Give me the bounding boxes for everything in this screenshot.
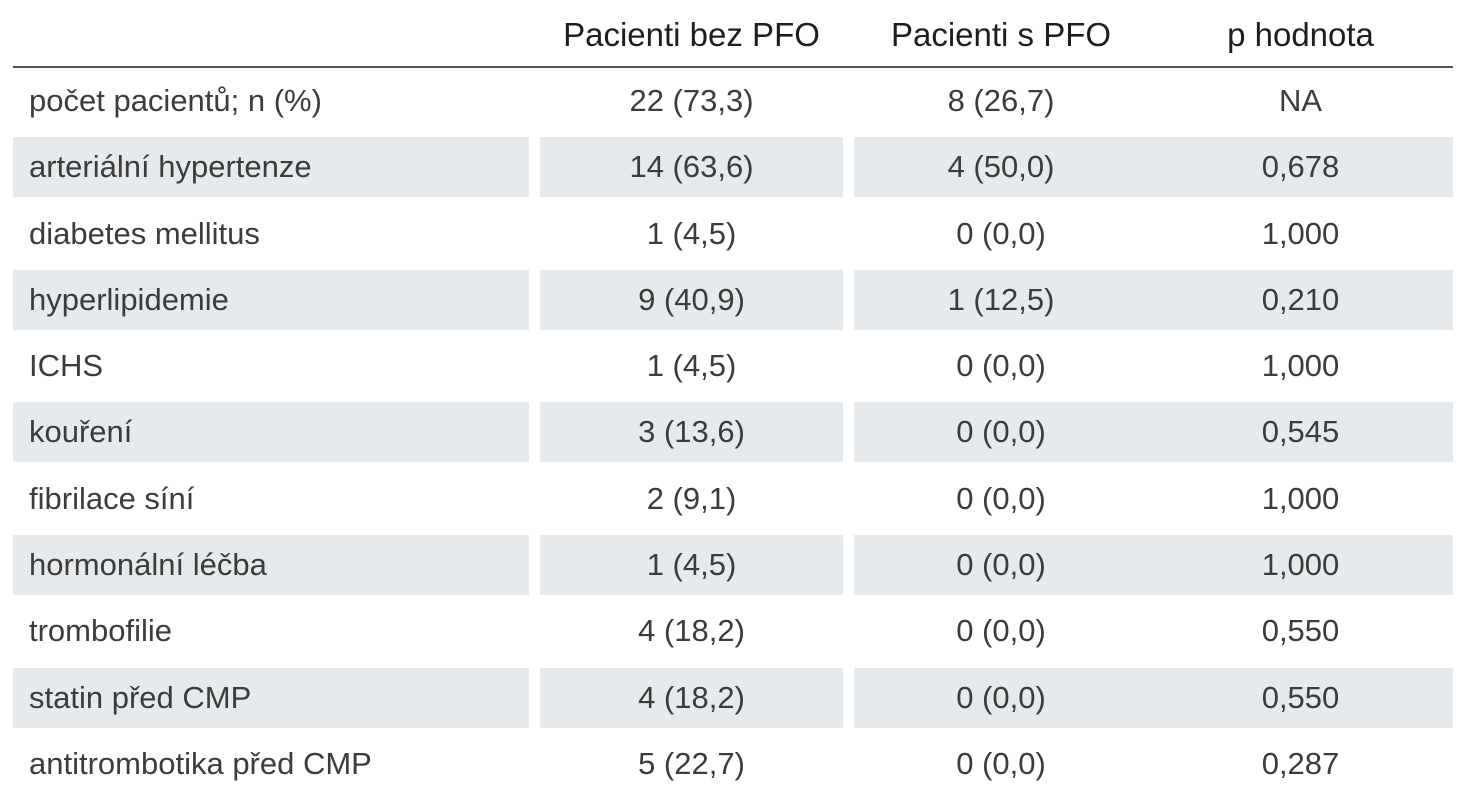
- cell-p-value: 0,678: [1148, 137, 1453, 198]
- cell-no-pfo: 5 (22,7): [638, 745, 745, 781]
- cell-pfo: 4 (50,0): [854, 137, 1148, 198]
- header-no-pfo: Pacienti bez PFO: [563, 16, 820, 53]
- cell-no-pfo: 2 (9,1): [646, 480, 737, 516]
- row-label: fibrilace síní: [29, 480, 195, 516]
- cell-pfo: 0 (0,0): [854, 402, 1148, 463]
- cell-p-value: 1,000: [1148, 535, 1453, 596]
- table-row: počet pacientů; n (%) 22 (73,3) 8 (26,7)…: [13, 68, 1453, 134]
- cell-p-value: 0,550: [1148, 667, 1453, 728]
- cell-no-pfo: 14 (63,6): [540, 137, 843, 198]
- row-label: statin před CMP: [13, 667, 529, 728]
- table-row: antitrombotika před CMP 5 (22,7) 0 (0,0)…: [13, 731, 1453, 797]
- table-row: trombofilie 4 (18,2) 0 (0,0) 0,550: [13, 598, 1453, 664]
- cell-pfo: 0 (0,0): [956, 480, 1046, 516]
- table-row: kouření 3 (13,6) 0 (0,0) 0,545: [13, 399, 1453, 465]
- cell-p-value: 1,000: [1261, 480, 1340, 516]
- cell-p-value: 0,550: [1261, 613, 1340, 649]
- table-row: fibrilace síní 2 (9,1) 0 (0,0) 1,000: [13, 466, 1453, 532]
- table-row: arteriální hypertenze 14 (63,6) 4 (50,0)…: [13, 134, 1453, 200]
- cell-pfo: 1 (12,5): [854, 269, 1148, 330]
- row-label: antitrombotika před CMP: [29, 745, 372, 781]
- cell-no-pfo: 3 (13,6): [540, 402, 843, 463]
- row-label: hyperlipidemie: [13, 269, 529, 330]
- cell-p-value: 0,287: [1261, 745, 1340, 781]
- cell-pfo: 0 (0,0): [854, 535, 1148, 596]
- cell-p-value: NA: [1278, 83, 1323, 118]
- table-row: statin před CMP 4 (18,2) 0 (0,0) 0,550: [13, 665, 1453, 731]
- row-label: diabetes mellitus: [29, 215, 260, 251]
- cell-no-pfo: 9 (40,9): [540, 269, 843, 330]
- cell-no-pfo: 22 (73,3): [629, 83, 754, 118]
- cell-pfo: 0 (0,0): [956, 348, 1046, 384]
- cell-no-pfo: 4 (18,2): [540, 667, 843, 728]
- table-row: diabetes mellitus 1 (4,5) 0 (0,0) 1,000: [13, 201, 1453, 267]
- cell-pfo: 0 (0,0): [956, 215, 1046, 251]
- row-label: trombofilie: [29, 613, 172, 649]
- row-label: kouření: [13, 402, 529, 463]
- cell-pfo: 0 (0,0): [854, 667, 1148, 728]
- table-row: hormonální léčba 1 (4,5) 0 (0,0) 1,000: [13, 532, 1453, 598]
- row-label: ICHS: [29, 348, 104, 384]
- row-label: arteriální hypertenze: [13, 137, 529, 198]
- cell-no-pfo: 4 (18,2): [638, 613, 745, 649]
- cell-pfo: 8 (26,7): [947, 83, 1055, 118]
- cell-p-value: 1,000: [1261, 215, 1340, 251]
- data-table: Pacienti bez PFO Pacienti s PFO p hodnot…: [13, 0, 1453, 797]
- cell-pfo: 0 (0,0): [956, 613, 1046, 649]
- cell-pfo: 0 (0,0): [956, 745, 1046, 781]
- row-label: hormonální léčba: [13, 535, 529, 596]
- cell-p-value: 0,545: [1148, 402, 1453, 463]
- row-label: počet pacientů; n (%): [29, 83, 322, 118]
- cell-no-pfo: 1 (4,5): [646, 348, 737, 384]
- cell-no-pfo: 1 (4,5): [540, 535, 843, 596]
- cell-no-pfo: 1 (4,5): [646, 215, 737, 251]
- cell-p-value: 0,210: [1148, 269, 1453, 330]
- header-p-value: p hodnota: [1227, 16, 1374, 53]
- cell-p-value: 1,000: [1261, 348, 1340, 384]
- table-row: ICHS 1 (4,5) 0 (0,0) 1,000: [13, 333, 1453, 399]
- table-header: Pacienti bez PFO Pacienti s PFO p hodnot…: [13, 0, 1453, 68]
- table-row: hyperlipidemie 9 (40,9) 1 (12,5) 0,210: [13, 267, 1453, 333]
- header-pfo: Pacienti s PFO: [890, 16, 1112, 53]
